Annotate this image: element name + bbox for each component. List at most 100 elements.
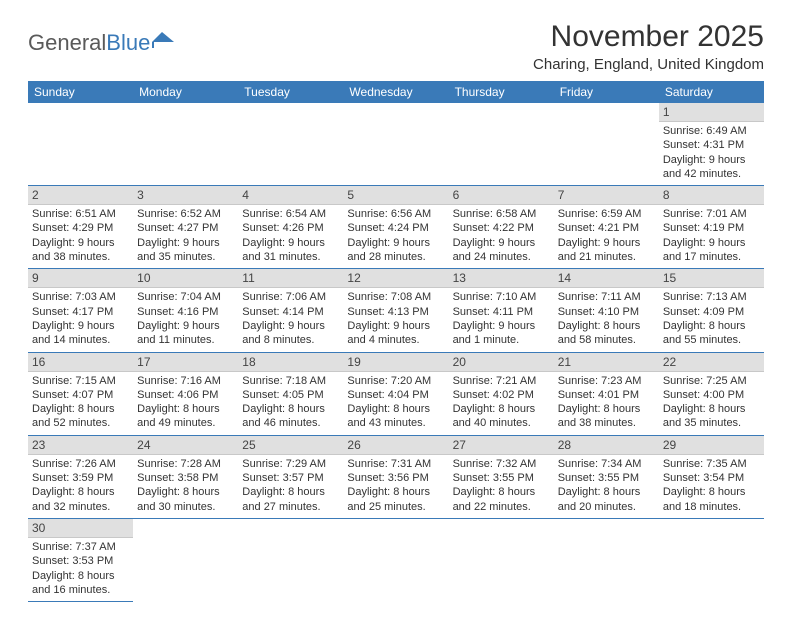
- calendar-row: 1Sunrise: 6:49 AMSunset: 4:31 PMDaylight…: [28, 103, 764, 186]
- day-cell: 26Sunrise: 7:31 AMSunset: 3:56 PMDayligh…: [343, 435, 448, 518]
- empty-cell: [238, 103, 343, 186]
- day-cell: 12Sunrise: 7:08 AMSunset: 4:13 PMDayligh…: [343, 269, 448, 352]
- calendar-page: GeneralBlue November 2025 Charing, Engla…: [0, 0, 792, 622]
- day-number: 21: [554, 353, 659, 372]
- day-number: 17: [133, 353, 238, 372]
- logo-text-general: General: [28, 30, 106, 56]
- day-cell: 23Sunrise: 7:26 AMSunset: 3:59 PMDayligh…: [28, 435, 133, 518]
- day-number: 14: [554, 269, 659, 288]
- empty-cell: [133, 103, 238, 186]
- calendar-row: 9Sunrise: 7:03 AMSunset: 4:17 PMDaylight…: [28, 269, 764, 352]
- day-cell: 30Sunrise: 7:37 AMSunset: 3:53 PMDayligh…: [28, 518, 133, 601]
- day-data: Sunrise: 7:06 AMSunset: 4:14 PMDaylight:…: [238, 288, 343, 351]
- day-data: Sunrise: 7:01 AMSunset: 4:19 PMDaylight:…: [659, 205, 764, 268]
- day-number: 24: [133, 436, 238, 455]
- day-data: Sunrise: 7:11 AMSunset: 4:10 PMDaylight:…: [554, 288, 659, 351]
- day-cell: 15Sunrise: 7:13 AMSunset: 4:09 PMDayligh…: [659, 269, 764, 352]
- location-text: Charing, England, United Kingdom: [533, 56, 764, 73]
- empty-cell: [554, 518, 659, 601]
- day-number: 22: [659, 353, 764, 372]
- day-data: Sunrise: 7:21 AMSunset: 4:02 PMDaylight:…: [449, 372, 554, 435]
- day-cell: 14Sunrise: 7:11 AMSunset: 4:10 PMDayligh…: [554, 269, 659, 352]
- day-data: Sunrise: 7:15 AMSunset: 4:07 PMDaylight:…: [28, 372, 133, 435]
- weekday-header: Thursday: [449, 81, 554, 103]
- day-data: Sunrise: 7:08 AMSunset: 4:13 PMDaylight:…: [343, 288, 448, 351]
- day-number: 9: [28, 269, 133, 288]
- day-cell: 13Sunrise: 7:10 AMSunset: 4:11 PMDayligh…: [449, 269, 554, 352]
- day-cell: 4Sunrise: 6:54 AMSunset: 4:26 PMDaylight…: [238, 186, 343, 269]
- day-data: Sunrise: 6:52 AMSunset: 4:27 PMDaylight:…: [133, 205, 238, 268]
- day-number: 27: [449, 436, 554, 455]
- flag-icon: [152, 28, 180, 53]
- empty-cell: [554, 103, 659, 186]
- month-title: November 2025: [533, 20, 764, 54]
- day-cell: 6Sunrise: 6:58 AMSunset: 4:22 PMDaylight…: [449, 186, 554, 269]
- day-number: 3: [133, 186, 238, 205]
- day-cell: 2Sunrise: 6:51 AMSunset: 4:29 PMDaylight…: [28, 186, 133, 269]
- day-number: 16: [28, 353, 133, 372]
- weekday-header: Monday: [133, 81, 238, 103]
- calendar-table: SundayMondayTuesdayWednesdayThursdayFrid…: [28, 81, 764, 602]
- logo: GeneralBlue: [28, 30, 180, 56]
- day-cell: 17Sunrise: 7:16 AMSunset: 4:06 PMDayligh…: [133, 352, 238, 435]
- calendar-row: 23Sunrise: 7:26 AMSunset: 3:59 PMDayligh…: [28, 435, 764, 518]
- day-number: 23: [28, 436, 133, 455]
- day-cell: 19Sunrise: 7:20 AMSunset: 4:04 PMDayligh…: [343, 352, 448, 435]
- day-data: Sunrise: 6:51 AMSunset: 4:29 PMDaylight:…: [28, 205, 133, 268]
- page-header: GeneralBlue November 2025 Charing, Engla…: [28, 20, 764, 73]
- day-cell: 27Sunrise: 7:32 AMSunset: 3:55 PMDayligh…: [449, 435, 554, 518]
- logo-text-blue: Blue: [106, 30, 150, 56]
- empty-cell: [28, 103, 133, 186]
- day-cell: 1Sunrise: 6:49 AMSunset: 4:31 PMDaylight…: [659, 103, 764, 186]
- day-number: 25: [238, 436, 343, 455]
- day-cell: 3Sunrise: 6:52 AMSunset: 4:27 PMDaylight…: [133, 186, 238, 269]
- day-cell: 9Sunrise: 7:03 AMSunset: 4:17 PMDaylight…: [28, 269, 133, 352]
- day-number: 10: [133, 269, 238, 288]
- day-number: 15: [659, 269, 764, 288]
- calendar-body: 1Sunrise: 6:49 AMSunset: 4:31 PMDaylight…: [28, 103, 764, 602]
- day-number: 28: [554, 436, 659, 455]
- day-data: Sunrise: 7:18 AMSunset: 4:05 PMDaylight:…: [238, 372, 343, 435]
- day-cell: 21Sunrise: 7:23 AMSunset: 4:01 PMDayligh…: [554, 352, 659, 435]
- day-data: Sunrise: 7:34 AMSunset: 3:55 PMDaylight:…: [554, 455, 659, 518]
- day-cell: 18Sunrise: 7:18 AMSunset: 4:05 PMDayligh…: [238, 352, 343, 435]
- day-number: 4: [238, 186, 343, 205]
- day-data: Sunrise: 7:23 AMSunset: 4:01 PMDaylight:…: [554, 372, 659, 435]
- weekday-header: Tuesday: [238, 81, 343, 103]
- empty-cell: [659, 518, 764, 601]
- day-cell: 25Sunrise: 7:29 AMSunset: 3:57 PMDayligh…: [238, 435, 343, 518]
- day-number: 13: [449, 269, 554, 288]
- day-cell: 20Sunrise: 7:21 AMSunset: 4:02 PMDayligh…: [449, 352, 554, 435]
- day-data: Sunrise: 6:59 AMSunset: 4:21 PMDaylight:…: [554, 205, 659, 268]
- day-data: Sunrise: 7:13 AMSunset: 4:09 PMDaylight:…: [659, 288, 764, 351]
- day-data: Sunrise: 7:03 AMSunset: 4:17 PMDaylight:…: [28, 288, 133, 351]
- empty-cell: [343, 103, 448, 186]
- day-cell: 24Sunrise: 7:28 AMSunset: 3:58 PMDayligh…: [133, 435, 238, 518]
- day-number: 20: [449, 353, 554, 372]
- day-number: 26: [343, 436, 448, 455]
- day-number: 7: [554, 186, 659, 205]
- day-data: Sunrise: 7:10 AMSunset: 4:11 PMDaylight:…: [449, 288, 554, 351]
- day-data: Sunrise: 7:25 AMSunset: 4:00 PMDaylight:…: [659, 372, 764, 435]
- day-data: Sunrise: 7:37 AMSunset: 3:53 PMDaylight:…: [28, 538, 133, 601]
- weekday-header: Sunday: [28, 81, 133, 103]
- day-data: Sunrise: 7:16 AMSunset: 4:06 PMDaylight:…: [133, 372, 238, 435]
- day-cell: 28Sunrise: 7:34 AMSunset: 3:55 PMDayligh…: [554, 435, 659, 518]
- day-cell: 8Sunrise: 7:01 AMSunset: 4:19 PMDaylight…: [659, 186, 764, 269]
- day-data: Sunrise: 7:35 AMSunset: 3:54 PMDaylight:…: [659, 455, 764, 518]
- empty-cell: [343, 518, 448, 601]
- day-data: Sunrise: 7:28 AMSunset: 3:58 PMDaylight:…: [133, 455, 238, 518]
- day-data: Sunrise: 7:32 AMSunset: 3:55 PMDaylight:…: [449, 455, 554, 518]
- day-cell: 10Sunrise: 7:04 AMSunset: 4:16 PMDayligh…: [133, 269, 238, 352]
- day-data: Sunrise: 6:54 AMSunset: 4:26 PMDaylight:…: [238, 205, 343, 268]
- weekday-header: Friday: [554, 81, 659, 103]
- day-number: 1: [659, 103, 764, 122]
- calendar-row: 2Sunrise: 6:51 AMSunset: 4:29 PMDaylight…: [28, 186, 764, 269]
- day-data: Sunrise: 6:58 AMSunset: 4:22 PMDaylight:…: [449, 205, 554, 268]
- day-data: Sunrise: 7:31 AMSunset: 3:56 PMDaylight:…: [343, 455, 448, 518]
- day-cell: 11Sunrise: 7:06 AMSunset: 4:14 PMDayligh…: [238, 269, 343, 352]
- day-number: 29: [659, 436, 764, 455]
- day-number: 18: [238, 353, 343, 372]
- day-number: 30: [28, 519, 133, 538]
- day-data: Sunrise: 6:56 AMSunset: 4:24 PMDaylight:…: [343, 205, 448, 268]
